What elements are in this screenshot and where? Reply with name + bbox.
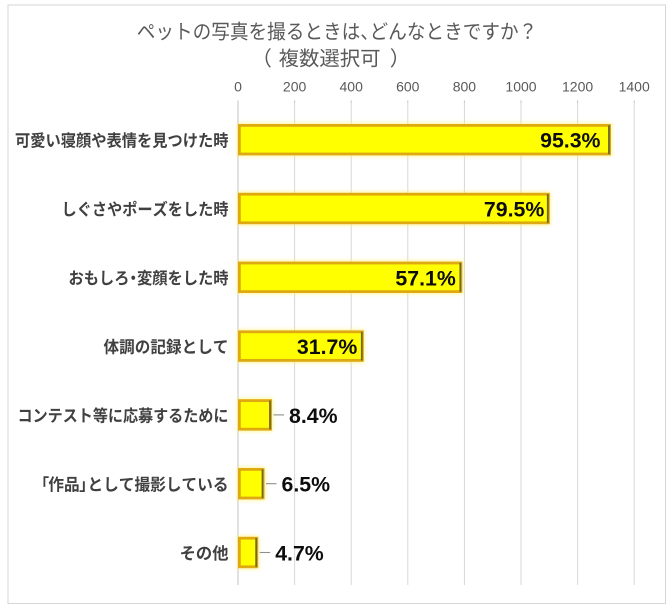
svg-text:31.7%: 31.7%: [297, 335, 357, 359]
svg-text:1200: 1200: [562, 79, 593, 95]
svg-text:200: 200: [283, 79, 307, 95]
svg-text:1400: 1400: [619, 79, 650, 95]
svg-text:1000: 1000: [505, 79, 536, 95]
svg-text:8.4%: 8.4%: [289, 404, 338, 428]
svg-text:6.5%: 6.5%: [282, 473, 331, 497]
svg-text:800: 800: [453, 79, 477, 95]
svg-text:600: 600: [396, 79, 420, 95]
svg-text:400: 400: [340, 79, 364, 95]
svg-text:95.3%: 95.3%: [540, 129, 600, 153]
svg-text:57.1%: 57.1%: [395, 266, 455, 290]
svg-text:79.5%: 79.5%: [484, 198, 544, 222]
svg-text:0: 0: [234, 79, 242, 95]
svg-text:4.7%: 4.7%: [275, 542, 324, 566]
